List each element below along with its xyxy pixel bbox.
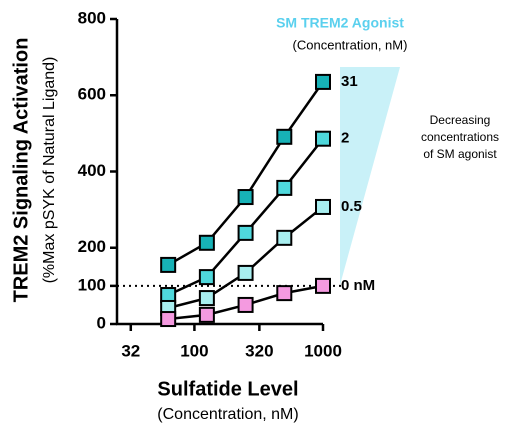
point [160, 256, 177, 273]
y-tick-label: 600 [78, 85, 106, 104]
point [315, 73, 331, 90]
point [160, 311, 177, 328]
point [198, 306, 215, 323]
point [315, 198, 331, 215]
annotation: of SM agonist [423, 147, 497, 161]
annotation: Decreasing [430, 113, 491, 127]
point [237, 264, 254, 281]
point [160, 287, 177, 304]
point [276, 179, 293, 196]
x-tick-label: 100 [180, 341, 208, 360]
point [315, 277, 331, 294]
point [198, 290, 215, 307]
legend-subtitle: (Concentration, nM) [293, 37, 408, 52]
point [237, 296, 254, 313]
annotation: concentrations [421, 130, 499, 144]
series-label: 2 [341, 130, 349, 147]
y-tick-label: 200 [78, 237, 106, 256]
point [237, 224, 254, 241]
y-subtitle: (%Max pSYK of Natural Ligand) [41, 57, 58, 284]
x-tick-label: 32 [121, 341, 140, 360]
point [198, 269, 215, 286]
concentration-wedge [340, 67, 400, 285]
y-tick-label: 100 [78, 275, 106, 294]
point [315, 130, 331, 147]
point [198, 234, 215, 251]
y-tick-label: 0 [97, 313, 106, 332]
series-label: 31 [341, 73, 358, 90]
x-tick-label: 320 [245, 341, 273, 360]
x-subtitle: (Concentration, nM) [157, 406, 298, 423]
point [276, 128, 293, 145]
point [276, 285, 293, 302]
series-label: 0 nM [341, 277, 375, 294]
point [237, 189, 254, 206]
y-tick-label: 800 [78, 8, 106, 27]
point [276, 229, 293, 246]
x-tick-label: 1000 [304, 341, 342, 360]
series-label: 0.5 [341, 198, 362, 215]
y-tick-label: 400 [78, 161, 106, 180]
legend-title: SM TREM2 Agonist [276, 15, 404, 31]
x-title: Sulfatide Level [157, 378, 298, 400]
y-title: TREM2 Signaling Activation [10, 38, 32, 303]
series-line [167, 205, 324, 310]
